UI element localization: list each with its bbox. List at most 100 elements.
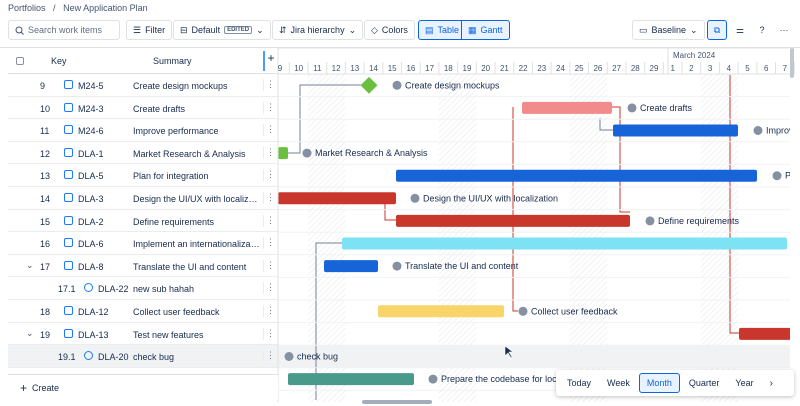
table-row[interactable]: 19.1 DLA-20 check bug ⋮ — [8, 345, 278, 368]
table-row[interactable]: 10 M24-3 Create drafts ⋮ — [8, 97, 278, 120]
task-bar — [288, 373, 414, 386]
task-bar — [396, 169, 757, 182]
row-number: 9 — [40, 81, 46, 91]
issue-key[interactable]: M24-5 — [78, 81, 104, 91]
drag-handle[interactable]: ⋮ — [263, 79, 277, 91]
add-column[interactable]: + — [263, 51, 277, 71]
task-bar — [396, 214, 630, 227]
issue-key[interactable]: DLA-20 — [98, 352, 129, 363]
table-row[interactable]: 12 DLA-1 Market Research & Analysis ⋮ — [8, 142, 278, 165]
settings-button[interactable]: ⚌ — [730, 20, 750, 40]
drag-handle[interactable]: ⋮ — [263, 192, 277, 204]
timeline-body: Create design mockups Create drafts Improv… — [278, 74, 800, 402]
day-label: 22 — [519, 64, 528, 73]
select-all[interactable] — [16, 57, 24, 65]
avatar — [627, 103, 637, 113]
dependency-line — [384, 198, 396, 221]
drag-handle[interactable]: ⋮ — [263, 259, 277, 272]
day-label: 21 — [500, 64, 509, 73]
drag-handle[interactable]: ⋮ — [263, 146, 277, 159]
breadcrumb[interactable]: Portfolios — [8, 3, 46, 13]
table-toggle[interactable]: ▤ Table — [418, 20, 467, 40]
month-label: March 2024 — [673, 51, 716, 60]
row-number: 17 — [40, 261, 51, 272]
table-row[interactable]: 9 M24-5 Create design mockups ⋮ — [8, 74, 278, 97]
label: ? — [759, 25, 765, 35]
next-arrow[interactable]: › — [769, 377, 773, 389]
day-label: 3 — [708, 64, 713, 73]
issue-key[interactable]: DLA-6 — [78, 239, 104, 250]
zoom-option[interactable]: Week — [607, 378, 630, 388]
issue-key[interactable]: DLA-2 — [78, 216, 104, 227]
issue-key[interactable]: DLA-8 — [78, 261, 104, 272]
day-label: 15 — [388, 64, 397, 73]
issue-key[interactable]: M24-3 — [78, 103, 104, 114]
create-bar[interactable]: + Create — [8, 374, 278, 400]
filter-button[interactable]: ☰ Filter — [126, 20, 173, 40]
row-number: 12 — [40, 148, 51, 159]
breadcrumb[interactable]: New Application Plan — [63, 3, 148, 13]
avatar — [753, 126, 763, 135]
avatar — [392, 261, 402, 271]
baseline-button[interactable]: ▭ Baseline ⌄ — [632, 20, 705, 40]
table-row[interactable]: 16 DLA-6 Implement an internationalizati… ⋮ — [8, 232, 278, 255]
drag-handle[interactable]: ⋮ — [263, 101, 277, 114]
hierarchy-button[interactable]: ⇵ Jira hierarchy ⌄ — [272, 20, 364, 40]
table-row[interactable]: ⌄ 17 DLA-8 Translate the UI and content ⋮ — [8, 255, 278, 278]
table-row[interactable]: 18 DLA-12 Collect user feedback ⋮ — [8, 300, 278, 323]
drag-handle[interactable]: ⋮ — [263, 282, 277, 295]
drag-handle[interactable]: ⋮ — [263, 327, 277, 340]
search-box[interactable]: Search work items — [8, 20, 120, 40]
drag-handle[interactable]: ⋮ — [263, 350, 277, 363]
task-bar — [324, 260, 378, 273]
drag-handle[interactable]: ⋮ — [263, 124, 277, 137]
issue-key[interactable]: DLA-5 — [78, 171, 104, 182]
drag-handle[interactable]: ⋮ — [263, 214, 277, 227]
day-label: 5 — [745, 64, 750, 73]
v-scrollbar[interactable] — [790, 48, 794, 78]
avatar — [410, 193, 420, 203]
weekend-shade — [326, 74, 346, 402]
gantt-toggle[interactable]: ▦ Gantt — [461, 20, 510, 40]
issue-key[interactable]: DLA-1 — [78, 148, 104, 159]
task-bar — [739, 327, 790, 340]
zoom-option[interactable]: Today — [567, 378, 592, 388]
issue-key[interactable]: DLA-12 — [78, 307, 109, 317]
expand-chevron[interactable]: ⌄ — [26, 327, 34, 338]
scrollbar[interactable] — [362, 400, 432, 404]
table-row[interactable]: ⌄ 19 DLA-13 Test new features ⋮ — [8, 323, 278, 346]
issue-key[interactable]: DLA-13 — [78, 329, 109, 340]
issue-key[interactable]: DLA-3 — [78, 194, 104, 204]
drag-handle[interactable]: ⋮ — [263, 237, 277, 250]
drag-handle[interactable]: ⋮ — [263, 169, 277, 182]
help-button[interactable]: ? — [752, 20, 772, 40]
cursor — [504, 345, 514, 359]
more-button[interactable]: ··· — [774, 20, 794, 40]
issue-key[interactable]: DLA-22 — [98, 284, 129, 295]
day-label: 7 — [783, 64, 788, 73]
view-button[interactable]: ⊟ Default EDITED ⌄ — [173, 20, 271, 40]
dependency-button[interactable]: ⧉ — [707, 20, 727, 40]
bar-label: check bug — [297, 352, 338, 362]
table-row[interactable]: 17.1 DLA-22 new sub hahah ⋮ — [8, 277, 278, 300]
table-row[interactable]: 13 DLA-5 Plan for integration ⋮ — [8, 164, 278, 187]
row-number: 11 — [40, 126, 50, 137]
issue-key[interactable]: M24-6 — [78, 126, 104, 137]
story-icon — [64, 147, 73, 157]
zoom-option[interactable]: Quarter — [688, 378, 720, 388]
table-row[interactable]: 14 DLA-3 Design the UI/UX with localizatio… — [8, 187, 278, 210]
bar-label: Improve performance — [766, 126, 800, 136]
zoom-option[interactable]: Month — [638, 373, 680, 393]
colors-button[interactable]: ◇ Colors — [364, 20, 415, 40]
table-row[interactable]: 15 DLA-2 Define requirements ⋮ — [8, 210, 278, 233]
bar-label: Design the UI/UX with localization — [423, 193, 558, 203]
day-label: 16 — [406, 64, 415, 73]
day-label: 11 — [313, 64, 322, 73]
zoom-option[interactable]: Year — [735, 378, 754, 388]
expand-chevron[interactable]: ⌄ — [26, 259, 34, 270]
drag-handle[interactable]: ⋮ — [263, 305, 277, 317]
bar-label: Market Research & Analysis — [315, 148, 428, 158]
table-row[interactable]: 11 M24-6 Improve performance ⋮ — [8, 119, 278, 142]
row-number: 10 — [40, 103, 51, 114]
